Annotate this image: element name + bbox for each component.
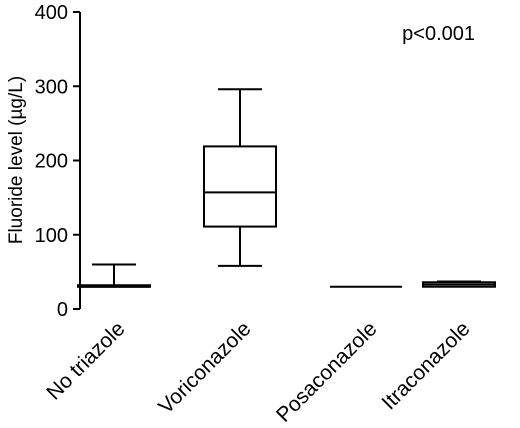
- x-category-label: No triazole: [42, 317, 129, 404]
- y-axis-ticks: 0 100 200 300 400: [35, 2, 80, 321]
- y-tick-label: 200: [35, 151, 68, 173]
- y-axis-title: Fluoride level (µg/L): [6, 76, 27, 244]
- box-series: [77, 88, 496, 288]
- y-tick-label: 300: [35, 76, 68, 98]
- y-tick-label: 400: [35, 2, 68, 24]
- box-group: [77, 263, 151, 288]
- y-tick-label: 0: [57, 299, 68, 321]
- x-category-label: Voriconazole: [154, 317, 255, 418]
- x-category-label: Itraconazole: [377, 317, 474, 414]
- box-group: [203, 88, 277, 267]
- x-axis-labels: No triazole Voriconazole PosaconazoleItrac…: [42, 317, 474, 427]
- significance-annotation: p<0.001: [402, 23, 475, 45]
- box-group: [422, 280, 496, 288]
- box-iqr: [203, 145, 277, 228]
- x-category-label: Posaconazole: [272, 317, 382, 427]
- y-tick-label: 100: [35, 225, 68, 247]
